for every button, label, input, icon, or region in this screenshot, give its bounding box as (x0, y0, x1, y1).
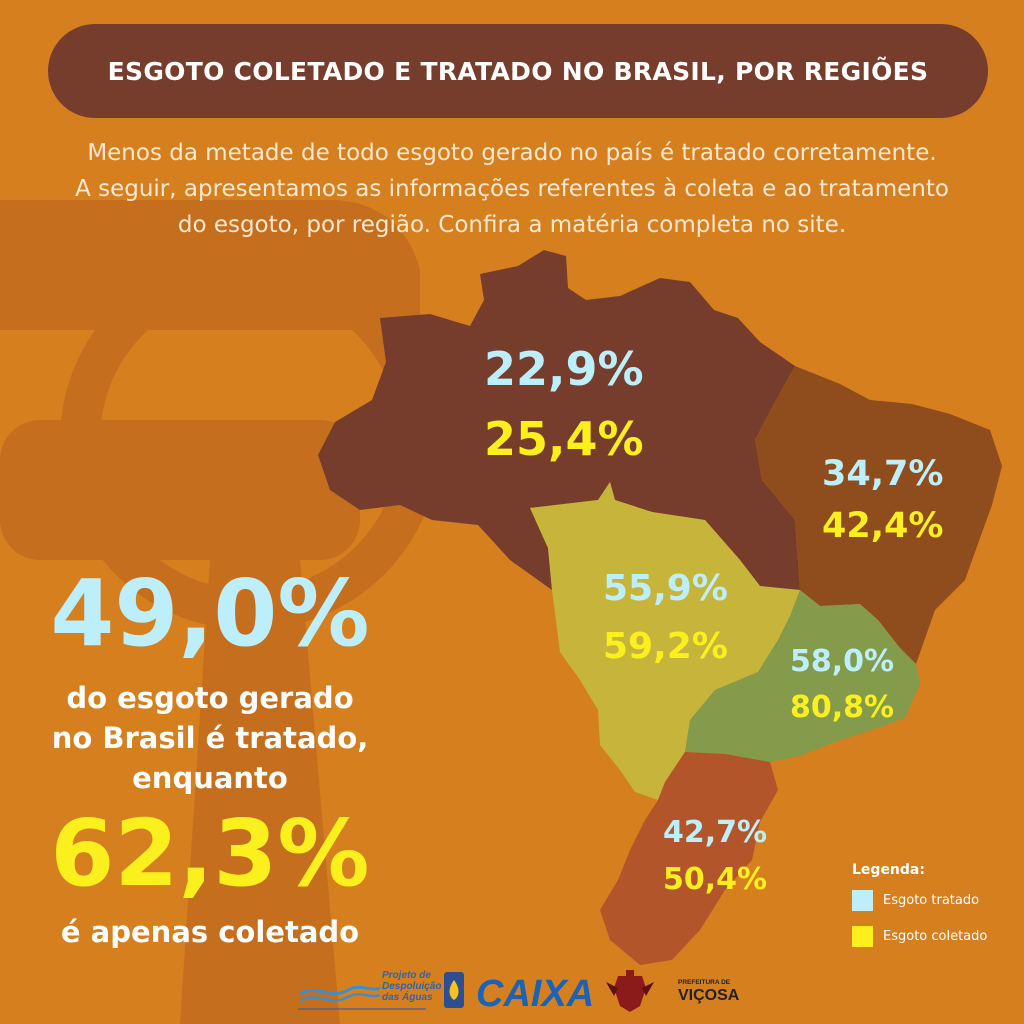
summary-text-bottom: é apenas coletado (30, 912, 390, 952)
intro-line-1: Menos da metade de todo esgoto gerado no… (87, 140, 937, 166)
national-tratado-value: 49,0% (50, 560, 370, 667)
summary-line-3: enquanto (132, 761, 288, 795)
south-coletado-value: 50,4% (663, 862, 768, 897)
region-north (318, 250, 800, 590)
summary-line-1: do esgoto gerado (66, 681, 354, 715)
caixa-text: CAIXA (476, 973, 594, 1015)
prefeitura-vicosa-logo: PREFEITURA DE VIÇOSA (678, 979, 740, 1004)
page-title: ESGOTO COLETADO E TRATADO NO BRASIL, POR… (107, 56, 929, 86)
legend-label-coletado: Esgoto coletado (883, 928, 988, 944)
legend-item-tratado: Esgoto tratado (852, 889, 987, 911)
legend-title: Legenda: (852, 862, 925, 878)
legend-swatch-coletado (852, 925, 873, 947)
legend-label-tratado: Esgoto tratado (883, 892, 980, 908)
intro-line-2: A seguir, apresentamos as informações re… (75, 176, 949, 202)
sponsor-logos: Projeto de Despoluição das Águas CAIXA P… (298, 970, 740, 1015)
legend: Legenda: Esgoto tratado Esgoto coletado (852, 862, 987, 962)
projeto-line-1: Projeto de (382, 970, 431, 981)
projeto-line-2: Despoluição (382, 981, 441, 992)
summary-line-4: é apenas coletado (60, 915, 360, 949)
center-west-coletado-value: 59,2% (603, 626, 728, 667)
caixa-logo: CAIXA (476, 973, 594, 1015)
region-south (600, 752, 778, 965)
summary-line-2: no Brasil é tratado, (51, 721, 369, 755)
vicosa-text: VIÇOSA (678, 987, 740, 1004)
intro-line-3: do esgoto, por região. Confira a matéria… (177, 212, 847, 238)
region-center-west (530, 482, 800, 800)
north-tratado-value: 22,9% (484, 342, 644, 396)
northeast-coletado-value: 42,4% (822, 506, 944, 546)
south-tratado-value: 42,7% (663, 815, 768, 850)
region-northeast (755, 366, 1002, 664)
title-bar: ESGOTO COLETADO E TRATADO NO BRASIL, POR… (48, 24, 988, 118)
projeto-line-3: das Águas (382, 990, 433, 1003)
saae-logo (444, 972, 464, 1008)
center-west-tratado-value: 55,9% (603, 568, 728, 609)
vicosa-coat-of-arms-logo (606, 970, 654, 1012)
summary-text-top: do esgoto gerado no Brasil é tratado, en… (30, 678, 390, 798)
legend-item-coletado: Esgoto coletado (852, 925, 988, 947)
projeto-despoluicao-logo: Projeto de Despoluição das Águas (298, 970, 441, 1010)
north-coletado-value: 25,4% (484, 412, 644, 466)
intro-text: Menos da metade de todo esgoto gerado no… (40, 135, 984, 243)
southeast-coletado-value: 80,8% (790, 690, 895, 725)
national-coletado-value: 62,3% (50, 800, 370, 907)
southeast-tratado-value: 58,0% (790, 644, 895, 679)
northeast-tratado-value: 34,7% (822, 454, 944, 494)
prefeitura-text: PREFEITURA DE (678, 979, 731, 986)
region-southeast (685, 590, 920, 762)
legend-swatch-tratado (852, 889, 873, 911)
